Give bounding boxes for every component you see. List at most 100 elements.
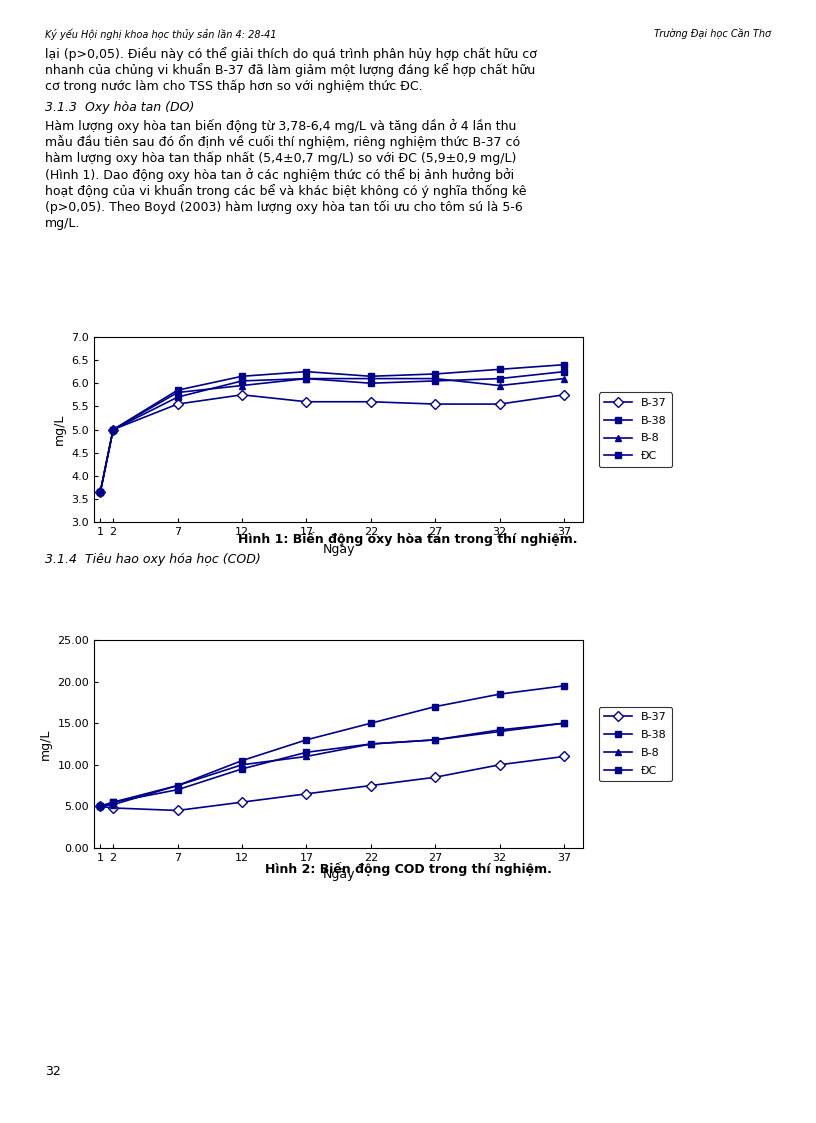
Text: mẫu đầu tiên sau đó ổn định về cuối thí nghiệm, riêng nghiệm thức B-37 có: mẫu đầu tiên sau đó ổn định về cuối thí … — [45, 135, 520, 149]
Line: B-37: B-37 — [97, 391, 568, 495]
ĐC — [559, 358, 569, 372]
B-37 — [430, 770, 440, 784]
Text: hàm lượng oxy hòa tan thấp nhất (5,4±0,7 mg/L) so với ĐC (5,9±0,9 mg/L): hàm lượng oxy hòa tan thấp nhất (5,4±0,7… — [45, 152, 517, 165]
B-38 — [366, 716, 375, 730]
Text: Trường Đại học Cần Thơ: Trường Đại học Cần Thơ — [654, 28, 771, 39]
ĐC — [237, 369, 247, 383]
Legend: B-37, B-38, B-8, ĐC: B-37, B-38, B-8, ĐC — [599, 392, 672, 467]
B-38 — [109, 795, 118, 809]
Legend: B-37, B-38, B-8, ĐC: B-37, B-38, B-8, ĐC — [599, 706, 672, 782]
B-38 — [173, 779, 183, 793]
B-38 — [430, 700, 440, 713]
ĐC — [366, 738, 375, 751]
B-8 — [494, 724, 504, 738]
Text: Hình 2: Biến động COD trong thí nghiệm.: Hình 2: Biến động COD trong thí nghiệm. — [264, 862, 552, 876]
B-37 — [559, 750, 569, 764]
B-38 — [366, 376, 375, 390]
ĐC — [302, 365, 312, 378]
B-38 — [173, 391, 183, 404]
B-37 — [302, 395, 312, 409]
B-38 — [95, 485, 105, 499]
B-37 — [302, 787, 312, 801]
B-38 — [237, 374, 247, 387]
Text: 3.1.3  Oxy hòa tan (DO): 3.1.3 Oxy hòa tan (DO) — [45, 100, 194, 113]
X-axis label: Ngày: Ngày — [322, 868, 355, 882]
ĐC — [109, 795, 118, 809]
Text: Hình 1: Biến động oxy hòa tan trong thí nghiệm.: Hình 1: Biến động oxy hòa tan trong thí … — [238, 532, 578, 546]
B-37 — [173, 398, 183, 411]
ĐC — [302, 746, 312, 759]
Text: Ký yếu Hội nghị khoa học thủy sản lần 4: 28-41: Ký yếu Hội nghị khoa học thủy sản lần 4:… — [45, 28, 277, 39]
Text: nhanh của chủng vi khuẩn B-37 đã làm giảm một lượng đáng kể hợp chất hữu: nhanh của chủng vi khuẩn B-37 đã làm giả… — [45, 63, 535, 77]
B-38 — [494, 687, 504, 701]
B-37 — [366, 395, 375, 409]
B-37 — [95, 800, 105, 813]
ĐC — [494, 723, 504, 737]
B-8 — [430, 733, 440, 747]
Line: B-37: B-37 — [97, 754, 568, 814]
B-37 — [237, 389, 247, 402]
ĐC — [430, 367, 440, 381]
Line: ĐC: ĐC — [97, 362, 568, 495]
Line: ĐC: ĐC — [97, 720, 568, 810]
ĐC — [95, 800, 105, 813]
B-8 — [302, 750, 312, 764]
ĐC — [109, 422, 118, 436]
ĐC — [237, 763, 247, 776]
ĐC — [173, 783, 183, 796]
B-8 — [430, 372, 440, 385]
B-8 — [559, 716, 569, 730]
B-37 — [109, 801, 118, 814]
B-37 — [173, 804, 183, 818]
B-38 — [559, 365, 569, 378]
B-38 — [237, 754, 247, 767]
Line: B-8: B-8 — [97, 375, 568, 495]
B-38 — [430, 374, 440, 387]
Text: hoạt động của vi khuẩn trong các bể và khác biệt không có ý nghĩa thống kê: hoạt động của vi khuẩn trong các bể và k… — [45, 184, 526, 198]
Y-axis label: mg/L: mg/L — [38, 729, 51, 759]
B-38 — [494, 372, 504, 385]
B-37 — [109, 422, 118, 436]
ĐC — [95, 485, 105, 499]
Text: 3.1.4  Tiêu hao oxy hóa học (COD): 3.1.4 Tiêu hao oxy hóa học (COD) — [45, 553, 260, 566]
B-37 — [237, 795, 247, 809]
B-38 — [95, 800, 105, 813]
ĐC — [559, 716, 569, 730]
Line: B-8: B-8 — [97, 720, 568, 810]
B-8 — [109, 798, 118, 812]
B-38 — [559, 679, 569, 693]
ĐC — [366, 369, 375, 383]
Text: 32: 32 — [45, 1065, 60, 1078]
B-37 — [430, 398, 440, 411]
Y-axis label: mg/L: mg/L — [53, 414, 65, 445]
B-8 — [237, 378, 247, 392]
B-37 — [494, 398, 504, 411]
B-8 — [237, 758, 247, 772]
B-38 — [109, 422, 118, 436]
B-8 — [366, 372, 375, 385]
ĐC — [494, 363, 504, 376]
Text: cơ trong nước làm cho TSS thấp hơn so với nghiệm thức ĐC.: cơ trong nước làm cho TSS thấp hơn so vớ… — [45, 80, 423, 93]
B-37 — [366, 779, 375, 793]
Text: (p>0,05). Theo Boyd (2003) hàm lượng oxy hòa tan tối ưu cho tôm sú là 5-6: (p>0,05). Theo Boyd (2003) hàm lượng oxy… — [45, 200, 522, 214]
B-8 — [173, 385, 183, 399]
B-8 — [95, 485, 105, 499]
X-axis label: Ngày: Ngày — [322, 542, 355, 556]
Line: B-38: B-38 — [97, 368, 568, 495]
B-37 — [559, 389, 569, 402]
Text: (Hình 1). Dao động oxy hòa tan ở các nghiệm thức có thể bị ảnh hưởng bởi: (Hình 1). Dao động oxy hòa tan ở các ngh… — [45, 167, 514, 182]
B-38 — [302, 733, 312, 747]
B-37 — [494, 758, 504, 772]
Line: B-38: B-38 — [97, 683, 568, 810]
B-8 — [366, 738, 375, 751]
B-38 — [302, 372, 312, 385]
B-37 — [95, 485, 105, 499]
Text: Hàm lượng oxy hòa tan biến động từ 3,78-6,4 mg/L và tăng dần ở 4 lần thu: Hàm lượng oxy hòa tan biến động từ 3,78-… — [45, 119, 517, 133]
Text: mg/L.: mg/L. — [45, 217, 80, 230]
B-8 — [109, 422, 118, 436]
B-8 — [95, 800, 105, 813]
Text: lại (p>0,05). Điều này có thể giải thích do quá trình phân hủy hợp chất hữu cơ: lại (p>0,05). Điều này có thể giải thích… — [45, 47, 537, 61]
B-8 — [302, 372, 312, 385]
ĐC — [430, 733, 440, 747]
B-8 — [559, 372, 569, 385]
